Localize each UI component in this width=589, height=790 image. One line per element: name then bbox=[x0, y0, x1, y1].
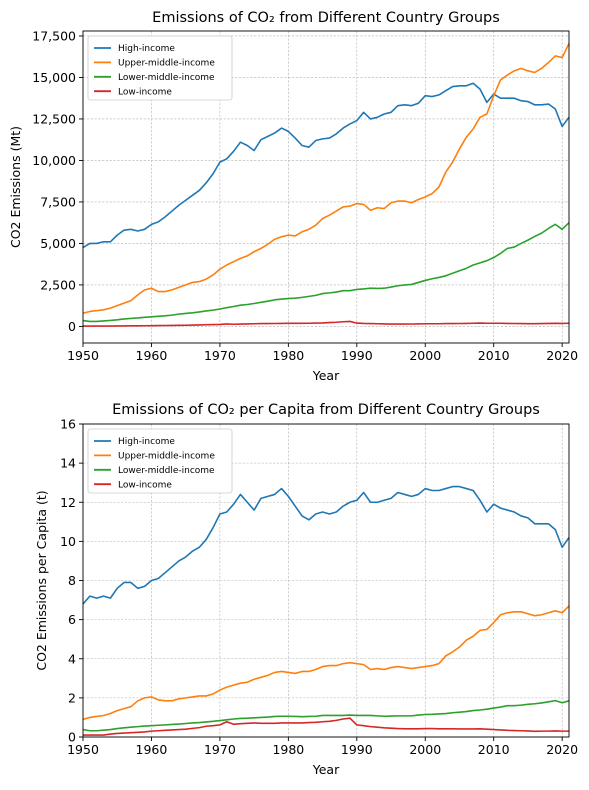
legend: High-income Upper-middle-income Lower-midd… bbox=[87, 35, 233, 101]
legend-frame bbox=[87, 428, 233, 494]
series-group bbox=[82, 485, 570, 736]
plot-frame bbox=[82, 30, 570, 344]
series-line-low-income bbox=[83, 320, 570, 327]
x-axis-label: Year bbox=[312, 762, 340, 777]
legend-label: Low-income bbox=[118, 87, 172, 97]
series-line-lower-middle-income bbox=[82, 699, 570, 732]
x-tick-label: 2020 bbox=[546, 348, 578, 363]
y-tick-label: 15,000 bbox=[32, 70, 76, 85]
series-line-high-income bbox=[82, 485, 570, 605]
x-tick-label: 1990 bbox=[341, 742, 373, 757]
chart-title: Emissions of CO₂ from Different Country … bbox=[152, 10, 500, 26]
legend-label: Upper-middle-income bbox=[118, 59, 215, 69]
y-tick-label: 7,500 bbox=[40, 194, 76, 209]
legend-label: Upper-middle-income bbox=[118, 452, 215, 462]
y-tick-label: 17,500 bbox=[32, 28, 76, 43]
x-tick-label: 1960 bbox=[136, 348, 168, 363]
x-tick-label: 1970 bbox=[204, 348, 236, 363]
y-tick-label: 6 bbox=[68, 612, 76, 627]
y-axis-label: CO2 Emissions (Mt) bbox=[8, 126, 23, 248]
x-axis-label: Year bbox=[312, 368, 340, 383]
chart-1: 1950 1960 1970 1980 1990 2000 2010 2020 0 2,500 5,… bbox=[8, 10, 578, 383]
x-tick-label: 2000 bbox=[409, 742, 441, 757]
y-tick-label: 12 bbox=[60, 495, 76, 510]
legend: High-income Upper-middle-income Lower-midd… bbox=[87, 428, 233, 494]
x-tick-label: 1980 bbox=[272, 742, 304, 757]
y-tick-label: 4 bbox=[68, 651, 76, 666]
series-line-lower-middle-income bbox=[82, 222, 570, 323]
y-tick-label: 8 bbox=[68, 573, 76, 588]
y-tick-label: 10 bbox=[60, 534, 76, 549]
y-tick-label: 2 bbox=[68, 690, 76, 705]
series-line-upper-middle-income bbox=[82, 43, 570, 314]
y-axis-label: CO2 Emissions per Capita (t) bbox=[34, 490, 49, 670]
series-group bbox=[82, 43, 570, 327]
series-line-upper-middle-income bbox=[82, 605, 570, 721]
y-tick-label: 0 bbox=[68, 319, 76, 334]
y-tick-label: 16 bbox=[60, 417, 76, 432]
x-tick-label: 2000 bbox=[409, 348, 441, 363]
y-tick-label: 5,000 bbox=[40, 236, 76, 251]
x-tick-label: 1990 bbox=[341, 348, 373, 363]
series-line-high-income bbox=[82, 82, 570, 249]
x-tick-label: 1970 bbox=[204, 742, 236, 757]
legend-label: High-income bbox=[118, 44, 175, 54]
series-line-low-income bbox=[83, 717, 569, 736]
y-tick-label: 0 bbox=[68, 730, 76, 745]
x-tick-label: 1960 bbox=[136, 742, 168, 757]
x-tick-label: 2010 bbox=[478, 742, 510, 757]
y-tick-label: 14 bbox=[60, 456, 76, 471]
y-tick-label: 2,500 bbox=[40, 277, 76, 292]
legend-label: Lower-middle-income bbox=[118, 466, 215, 476]
chart-title: Emissions of CO₂ per Capita from Differe… bbox=[112, 402, 540, 418]
x-tick-label: 2020 bbox=[546, 742, 578, 757]
legend-label: High-income bbox=[118, 437, 175, 447]
x-tick-label: 1950 bbox=[67, 348, 99, 363]
x-tick-label: 1980 bbox=[272, 348, 304, 363]
legend-label: Lower-middle-income bbox=[118, 73, 215, 83]
chart-2: 1950 1960 1970 1980 1990 2000 2010 2020 0 2 4 6 8 10 1… bbox=[34, 402, 578, 777]
legend-frame bbox=[87, 35, 233, 101]
y-tick-label: 10,000 bbox=[32, 153, 76, 168]
x-tick-label: 2010 bbox=[478, 348, 510, 363]
legend-label: Low-income bbox=[118, 480, 172, 490]
y-tick-label: 12,500 bbox=[32, 111, 76, 126]
x-tick-label: 1950 bbox=[67, 742, 99, 757]
